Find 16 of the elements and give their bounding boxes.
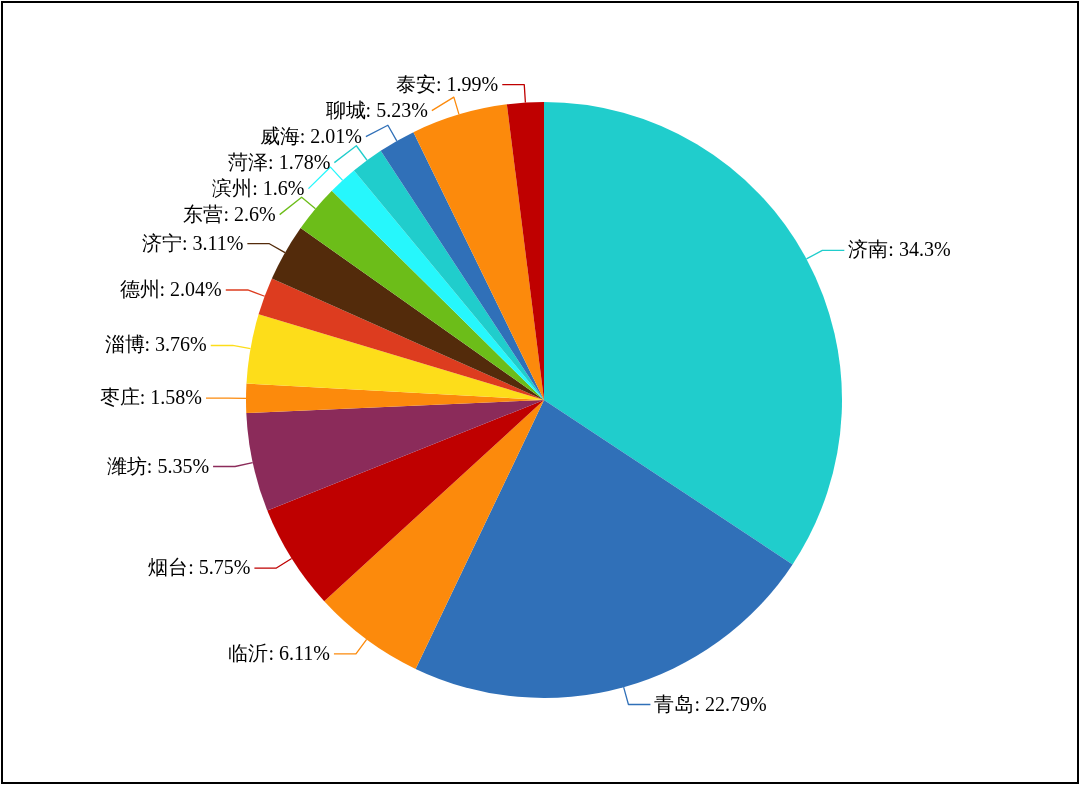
slice-label: 淄博: 3.76% (104, 333, 207, 356)
slice-label: 烟台: 5.75% (148, 556, 251, 579)
slice-label: 聊城: 5.23% (325, 98, 428, 121)
pie-slice (544, 102, 842, 565)
slice-label: 枣庄: 1.58% (99, 386, 203, 409)
slice-label: 德州: 2.04% (119, 277, 222, 300)
slice-label: 青岛: 22.79% (654, 692, 767, 715)
slice-label: 泰安: 1.99% (396, 72, 499, 95)
slice-label: 临沂: 6.11% (228, 641, 330, 664)
slice-label: 菏泽: 1.78% (228, 150, 331, 173)
slice-label: 东营: 2.6% (183, 202, 276, 225)
slice-label: 潍坊: 5.35% (106, 454, 210, 477)
slice-label: 滨州: 1.6% (212, 176, 305, 199)
slice-label: 威海: 2.01% (259, 124, 362, 147)
slice-label: 济南: 34.3% (848, 238, 951, 261)
slice-label: 济宁: 3.11% (141, 231, 244, 254)
